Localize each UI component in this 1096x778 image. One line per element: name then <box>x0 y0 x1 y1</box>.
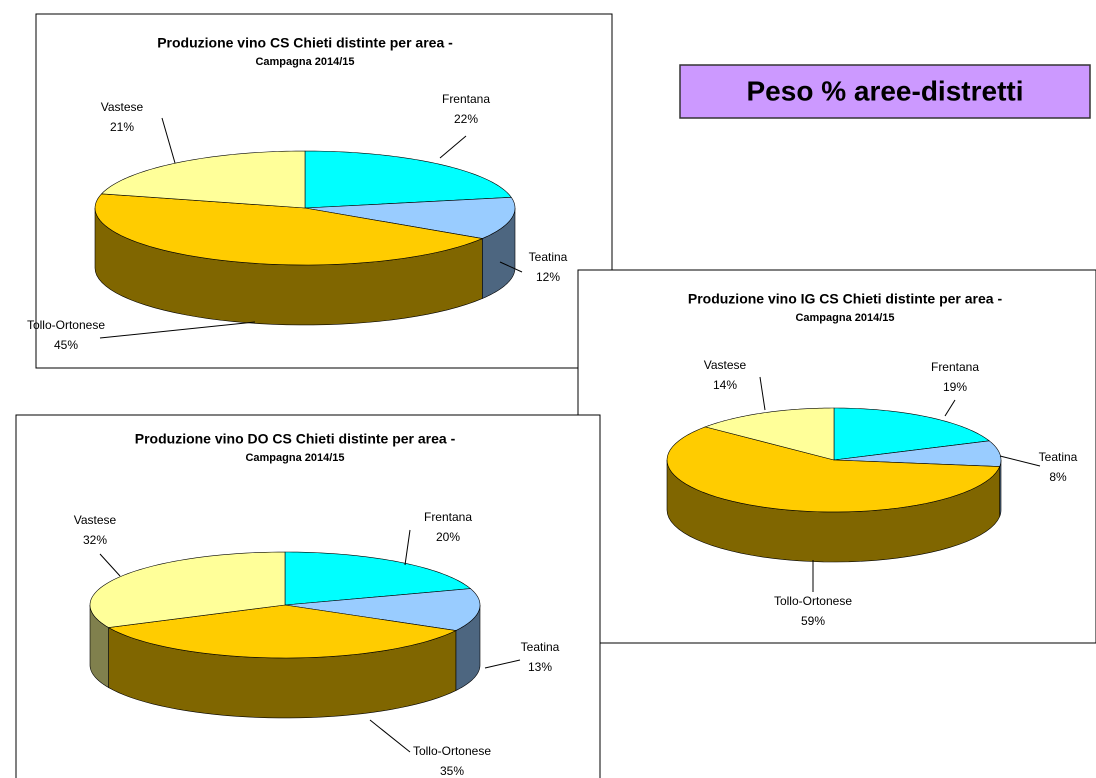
slice <box>666 426 1001 513</box>
slice <box>833 407 991 461</box>
slice-label: Teatina <box>521 640 560 654</box>
leader-line <box>499 261 523 273</box>
chart-subtitle: Campagna 2014/15 <box>795 312 894 324</box>
leader-line <box>99 553 121 577</box>
slice <box>304 150 512 209</box>
leader-line <box>161 117 176 164</box>
slice <box>100 150 306 209</box>
leader-line <box>404 529 411 566</box>
slice-value: 19% <box>943 380 967 394</box>
slice-label: Frentana <box>424 510 472 524</box>
heading: Peso % aree-distretti <box>747 75 1024 106</box>
slice-label: Teatina <box>529 250 568 264</box>
leader-line <box>439 135 467 159</box>
slice-label: Teatina <box>1039 450 1078 464</box>
slice-label: Tollo-Ortonese <box>774 594 852 608</box>
slice <box>284 588 481 631</box>
slice-label: Frentana <box>931 360 979 374</box>
slice-label: Vastese <box>74 513 117 527</box>
chart-subtitle: Campagna 2014/15 <box>245 452 344 464</box>
chart-title: Produzione vino DO CS Chieti distinte pe… <box>135 431 456 447</box>
chart-title: Produzione vino CS Chieti distinte per a… <box>157 35 453 51</box>
leader-line <box>484 659 521 669</box>
leader-line <box>944 399 956 417</box>
slice-label: Tollo-Ortonese <box>413 744 491 758</box>
slice-value: 45% <box>54 338 78 352</box>
slice-value: 22% <box>454 112 478 126</box>
heading-box <box>679 64 1091 119</box>
slice <box>304 197 516 239</box>
leader-line <box>759 376 766 411</box>
slice-label: Vastese <box>101 100 144 114</box>
leader-line <box>99 321 256 339</box>
slice-value: 35% <box>440 764 464 778</box>
slice <box>833 440 1002 467</box>
slice-value: 14% <box>713 378 737 392</box>
slice-value: 20% <box>436 530 460 544</box>
slice-label: Vastese <box>704 358 747 372</box>
slice-label: Frentana <box>442 92 490 106</box>
slice-value: 32% <box>83 533 107 547</box>
slice <box>704 407 835 461</box>
chart-title: Produzione vino IG CS Chieti distinte pe… <box>688 291 1003 307</box>
leader-line <box>999 455 1041 467</box>
slice <box>89 551 286 628</box>
chart-subtitle: Campagna 2014/15 <box>255 56 354 68</box>
slice-label: Tollo-Ortonese <box>27 318 105 332</box>
slice-value: 59% <box>801 614 825 628</box>
slice-value: 12% <box>536 270 560 284</box>
slice <box>284 551 472 606</box>
leader-line <box>369 719 411 753</box>
slice-value: 13% <box>528 660 552 674</box>
slice <box>107 604 457 659</box>
slice <box>94 193 484 266</box>
slice-value: 21% <box>110 120 134 134</box>
slice-value: 8% <box>1049 470 1067 484</box>
